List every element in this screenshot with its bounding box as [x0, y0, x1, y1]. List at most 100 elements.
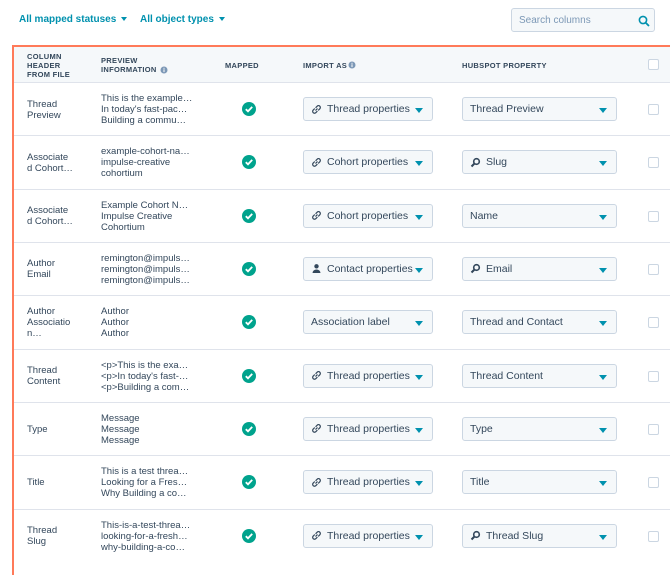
property-dropdown[interactable]: Thread Content — [462, 363, 617, 388]
icon-graphic — [312, 371, 321, 380]
property-dropdown-label[interactable]: Type — [470, 422, 493, 435]
table-row: Title This is a test threa… Looking for a … — [14, 455, 670, 509]
dropdown-caret[interactable] — [415, 321, 423, 327]
row-checkbox[interactable] — [648, 263, 659, 275]
check-icon — [242, 475, 256, 490]
property-dropdown[interactable]: Title — [462, 470, 617, 495]
object-type-filter-label[interactable]: All object types — [140, 14, 214, 25]
import-as-dropdown-label[interactable]: Contact properties — [327, 262, 413, 275]
dropdown-caret[interactable] — [415, 534, 423, 540]
preview-line: <p>Building a com… — [101, 381, 190, 393]
import-as-dropdown[interactable]: Thread properties — [303, 416, 433, 441]
preview-line: impulse-creative — [101, 157, 171, 169]
row-checkbox[interactable] — [648, 370, 659, 382]
import-as-dropdown[interactable]: Thread properties — [303, 523, 433, 548]
preview-line: cohortium — [101, 168, 143, 180]
property-dropdown[interactable]: Slug — [462, 150, 617, 175]
search-box[interactable]: Search columns — [511, 8, 655, 32]
header-property: HUBSPOT PROPERTY — [462, 61, 547, 70]
dropdown-caret[interactable] — [415, 374, 423, 380]
import-as-dropdown[interactable]: Contact properties — [303, 256, 433, 281]
dropdown-caret[interactable] — [599, 267, 607, 273]
import-as-dropdown[interactable]: Thread properties — [303, 363, 433, 388]
column-header: Associated Cohort… — [27, 205, 73, 228]
row-checkbox[interactable] — [648, 104, 659, 115]
property-dropdown-label[interactable]: Email — [486, 262, 513, 275]
import-as-dropdown-label[interactable]: Thread properties — [327, 422, 410, 435]
header-column: COLUMN HEADER FROM FILE — [27, 52, 71, 79]
property-dropdown-label[interactable]: Thread Content — [470, 369, 543, 382]
row-checkbox[interactable] — [648, 157, 659, 169]
property-dropdown-label[interactable]: Thread Preview — [470, 103, 544, 115]
row-checkbox[interactable] — [648, 210, 659, 222]
mapped-check — [242, 528, 256, 543]
dropdown-caret[interactable] — [415, 267, 423, 273]
row-checkbox[interactable] — [648, 423, 659, 435]
property-dropdown-label[interactable]: Title — [470, 476, 490, 489]
table-row: Author Association… Author Author Author Ass… — [14, 295, 670, 349]
search-placeholder[interactable]: Search columns — [519, 15, 591, 26]
dropdown-caret[interactable] — [599, 321, 607, 327]
import-as-dropdown-label[interactable]: Thread properties — [327, 369, 410, 382]
object-type-filter[interactable]: All object types — [140, 14, 225, 25]
icon-graphic — [312, 531, 321, 540]
dropdown-caret[interactable] — [599, 534, 607, 540]
property-dropdown[interactable]: Thread Slug — [462, 523, 617, 548]
preview: Example Cohort N… Impulse Creative Cohorti… — [101, 200, 201, 233]
dropdown-caret[interactable] — [599, 108, 607, 113]
status-filter[interactable]: All mapped statuses — [19, 14, 128, 25]
import-as-dropdown-label[interactable]: Cohort properties — [327, 156, 409, 169]
import-as-dropdown[interactable]: Cohort properties — [303, 203, 433, 228]
column-header: Title — [27, 477, 45, 489]
property-dropdown[interactable]: Name — [462, 203, 617, 228]
import-as-dropdown[interactable]: Thread properties — [303, 470, 433, 495]
preview-line: remington@impuls… — [101, 252, 190, 264]
table-row: Thread Preview This is the example… In tod… — [14, 82, 670, 136]
select-all-checkbox[interactable] — [648, 59, 659, 70]
dropdown-caret[interactable] — [415, 161, 423, 167]
preview-line: Cohortium — [101, 221, 145, 233]
dropdown-caret[interactable] — [415, 427, 423, 433]
import-as-dropdown-label[interactable]: Thread properties — [327, 476, 410, 489]
check-icon — [242, 102, 256, 116]
dropdown-caret[interactable] — [599, 161, 607, 167]
dropdown-caret[interactable] — [599, 427, 607, 433]
property-dropdown-label[interactable]: Thread and Contact — [470, 316, 563, 329]
row-checkbox[interactable] — [648, 477, 659, 489]
dropdown-caret[interactable] — [415, 214, 423, 220]
property-dropdown-label[interactable]: Thread Slug — [486, 529, 544, 542]
dropdown-caret[interactable] — [415, 481, 423, 487]
import-as-dropdown-label[interactable]: Association label — [311, 316, 390, 329]
status-filter-label[interactable]: All mapped statuses — [19, 14, 117, 25]
property-dropdown[interactable]: Email — [462, 256, 617, 281]
property-dropdown[interactable]: Thread and Contact — [462, 310, 617, 335]
dropdown-caret[interactable] — [599, 481, 607, 487]
import-as-dropdown-label[interactable]: Cohort properties — [327, 209, 409, 222]
preview: This is the example… In today's fast-pac…… — [101, 93, 201, 126]
dropdown-caret[interactable] — [599, 214, 607, 220]
dropdown-icon — [311, 530, 322, 541]
preview: Message Message Message — [101, 413, 201, 446]
property-dropdown-label[interactable]: Name — [470, 209, 499, 222]
import-as-dropdown-label[interactable]: Thread properties — [327, 103, 410, 115]
property-dropdown-label[interactable]: Slug — [486, 156, 508, 169]
column-header: Thread Content — [27, 365, 61, 388]
import-as-dropdown-label[interactable]: Thread properties — [327, 529, 410, 542]
preview-line: Author — [101, 306, 129, 318]
property-dropdown[interactable]: Thread Preview — [462, 97, 617, 121]
import-as-dropdown[interactable]: Cohort properties — [303, 150, 433, 175]
dropdown-caret[interactable] — [415, 108, 423, 113]
column-header: Associated Cohort… — [27, 151, 73, 174]
check-icon — [242, 421, 256, 436]
dropdown-caret[interactable] — [599, 374, 607, 380]
dropdown-icon — [311, 370, 322, 381]
row-checkbox[interactable] — [648, 317, 659, 329]
dropdown-icon — [311, 263, 322, 274]
import-as-dropdown[interactable]: Association label — [303, 310, 433, 335]
table-row: Author Email remington@impuls… remington@i… — [14, 241, 670, 296]
preview-line: <p>In today's fast-… — [101, 370, 189, 382]
row-checkbox[interactable] — [648, 530, 659, 542]
property-dropdown[interactable]: Type — [462, 416, 617, 441]
import-as-dropdown[interactable]: Thread properties — [303, 97, 433, 121]
